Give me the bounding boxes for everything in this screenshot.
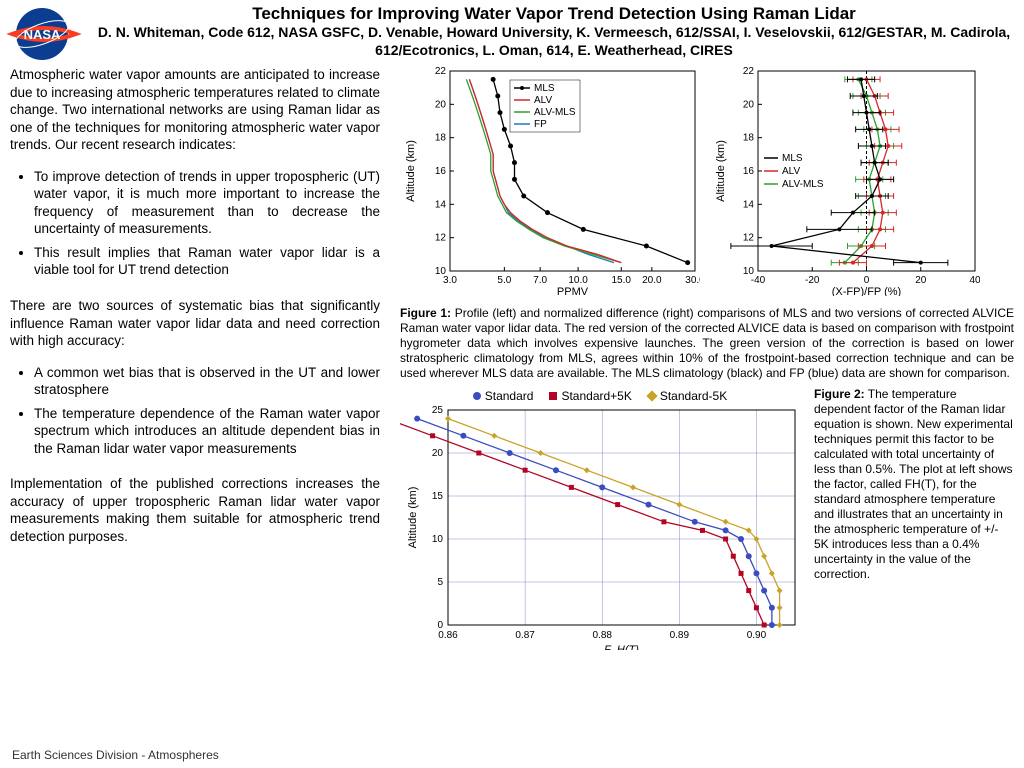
svg-text:0.86: 0.86	[438, 630, 458, 641]
svg-text:0.88: 0.88	[592, 630, 612, 641]
svg-text:10.0: 10.0	[568, 275, 588, 286]
svg-text:ALV: ALV	[782, 166, 800, 177]
footer-text: Earth Sciences Division - Atmospheres	[12, 748, 219, 762]
svg-text:ALV: ALV	[534, 95, 552, 106]
svg-text:22: 22	[743, 66, 755, 77]
svg-text:10: 10	[432, 534, 444, 545]
list-item: The temperature dependence of the Raman …	[34, 405, 380, 458]
intro-paragraph: Atmospheric water vapor amounts are anti…	[10, 66, 380, 154]
list-item: This result implies that Raman water vap…	[34, 244, 380, 279]
svg-text:0.89: 0.89	[670, 630, 690, 641]
svg-text:20: 20	[435, 99, 447, 110]
mid-paragraph: There are two sources of systematic bias…	[10, 297, 380, 350]
figure-1-caption: Figure 1: Profile (left) and normalized …	[400, 306, 1014, 381]
figure-2-chart: 0.86 0.87 0.88 0.89 0.90 0 5 10 15 20 25 F_H(T) Alti…	[400, 405, 800, 650]
list-item: A common wet bias that is observed in th…	[34, 364, 380, 399]
svg-text:10: 10	[743, 266, 755, 277]
svg-text:12: 12	[743, 233, 755, 244]
svg-text:16: 16	[435, 166, 447, 177]
svg-text:10: 10	[435, 266, 447, 277]
svg-text:14: 14	[743, 199, 755, 210]
svg-text:PPMV: PPMV	[557, 286, 589, 296]
list-item: To improve detection of trends in upper …	[34, 168, 380, 238]
svg-text:Altitude (km): Altitude (km)	[405, 140, 417, 202]
svg-text:12: 12	[435, 233, 447, 244]
svg-text:22: 22	[435, 66, 447, 77]
svg-text:ALV-MLS: ALV-MLS	[534, 107, 576, 118]
svg-text:18: 18	[435, 133, 447, 144]
figure-2-caption: Figure 2: The temperature dependent fact…	[800, 387, 1014, 650]
authors: D. N. Whiteman, Code 612, NASA GSFC, D. …	[92, 24, 1016, 59]
svg-text:15: 15	[432, 491, 444, 502]
bullet-list-2: A common wet bias that is observed in th…	[10, 364, 380, 458]
text-column: Atmospheric water vapor amounts are anti…	[10, 66, 400, 650]
svg-text:ALV-MLS: ALV-MLS	[782, 179, 824, 190]
svg-text:0.87: 0.87	[515, 630, 535, 641]
svg-text:5.0: 5.0	[497, 275, 511, 286]
svg-text:MLS: MLS	[534, 83, 555, 94]
svg-text:30.0: 30.0	[685, 275, 700, 286]
svg-text:0: 0	[864, 275, 870, 286]
svg-text:FP: FP	[534, 119, 547, 130]
svg-text:(X-FP)/FP (%): (X-FP)/FP (%)	[832, 286, 901, 296]
svg-text:16: 16	[743, 166, 755, 177]
svg-text:7.0: 7.0	[533, 275, 547, 286]
svg-text:0: 0	[437, 620, 443, 631]
svg-text:14: 14	[435, 199, 447, 210]
svg-text:20: 20	[432, 448, 444, 459]
svg-text:18: 18	[743, 133, 755, 144]
page-title: Techniques for Improving Water Vapor Tre…	[92, 4, 1016, 24]
svg-text:5: 5	[437, 577, 443, 588]
svg-text:25: 25	[432, 405, 444, 416]
conclusion-paragraph: Implementation of the published correcti…	[10, 475, 380, 545]
svg-text:15.0: 15.0	[612, 275, 632, 286]
svg-text:20: 20	[743, 99, 755, 110]
svg-text:40: 40	[969, 275, 980, 286]
svg-text:20.0: 20.0	[642, 275, 662, 286]
svg-text:MLS: MLS	[782, 153, 803, 164]
svg-text:-20: -20	[805, 275, 820, 286]
figure-1-left-chart: 3.05.07.010.015.020.030.010121416182022P…	[400, 66, 700, 296]
svg-text:Altitude (km): Altitude (km)	[407, 487, 419, 549]
svg-text:0.90: 0.90	[747, 630, 767, 641]
figure-2-legend: StandardStandard+5KStandard-5K	[400, 387, 800, 405]
svg-text:20: 20	[915, 275, 927, 286]
svg-text:NASA: NASA	[24, 27, 61, 42]
bullet-list-1: To improve detection of trends in upper …	[10, 168, 380, 279]
nasa-logo: NASA	[4, 4, 84, 64]
svg-text:F_H(T): F_H(T)	[604, 644, 639, 650]
svg-text:Altitude (km): Altitude (km)	[715, 140, 727, 202]
figure-1-right-chart: -40-200204010121416182022(X-FP)/FP (%)Al…	[710, 66, 980, 296]
